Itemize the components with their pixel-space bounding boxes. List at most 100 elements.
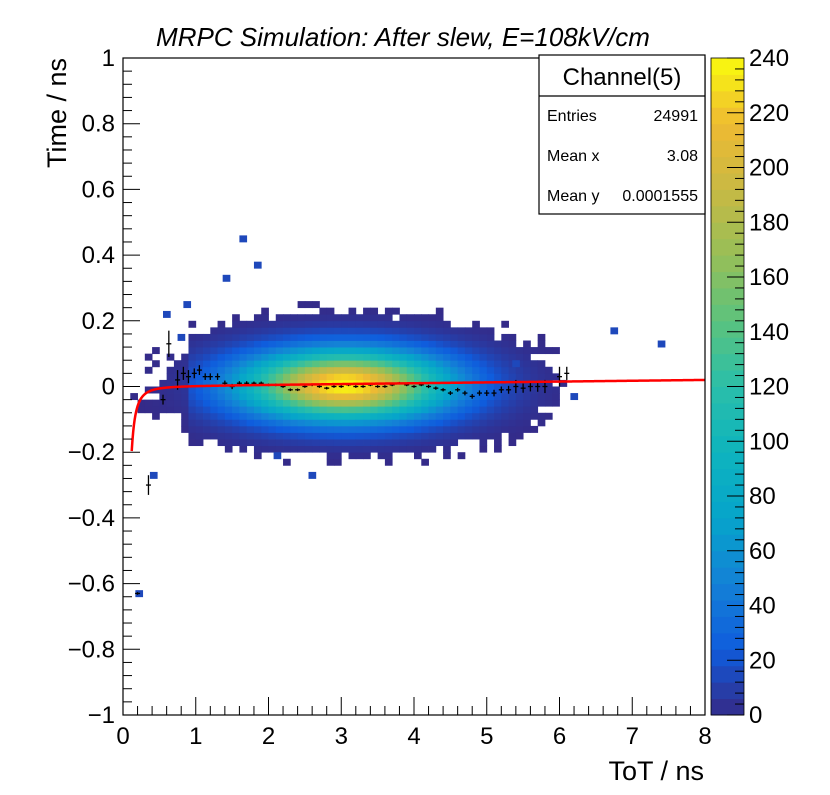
profile-point <box>180 366 186 380</box>
heatmap-cell <box>443 366 451 374</box>
heatmap-cell <box>341 386 349 394</box>
heatmap-cell <box>537 333 546 341</box>
heatmap-cell <box>304 399 313 407</box>
outlier-cell <box>183 301 192 309</box>
heatmap-cell <box>181 419 189 427</box>
palette-tick-label: 0 <box>749 702 762 729</box>
heatmap-cell <box>312 314 320 322</box>
heatmap-cell <box>479 425 488 433</box>
heatmap-cell <box>479 327 488 335</box>
heatmap-cell <box>217 320 226 328</box>
heatmap-cell <box>501 360 509 368</box>
heatmap-cell <box>399 412 408 420</box>
x-tick-label: 7 <box>626 723 639 750</box>
heatmap-cell <box>188 432 197 440</box>
heatmap-cell <box>370 432 379 440</box>
heatmap-cell <box>159 379 168 387</box>
profile-point <box>455 387 461 392</box>
heatmap-cell <box>435 307 444 315</box>
heatmap-cell <box>435 366 444 374</box>
heatmap-cell <box>508 406 517 414</box>
heatmap-cell <box>246 386 255 394</box>
heatmap-cell <box>515 366 524 374</box>
heatmap-cell <box>523 353 531 361</box>
heatmap-cell <box>333 399 342 407</box>
heatmap-cell <box>363 406 371 414</box>
palette-swatch <box>711 337 744 355</box>
heatmap-cell <box>326 333 335 341</box>
heatmap-cell <box>232 419 240 427</box>
profile-point <box>185 370 191 384</box>
heatmap-cell <box>326 353 335 361</box>
heatmap-cell <box>399 373 408 381</box>
heatmap-cell <box>457 360 466 368</box>
heatmap-cell <box>479 353 488 361</box>
heatmap-cell <box>268 425 277 433</box>
heatmap-cell <box>326 373 335 381</box>
palette-swatch <box>711 583 744 601</box>
heatmap-cell <box>224 432 233 440</box>
heatmap-cell <box>304 353 313 361</box>
heatmap-cell <box>486 399 495 407</box>
heatmap-cell <box>479 360 488 368</box>
heatmap-cell <box>435 412 444 420</box>
heatmap-cell <box>275 327 284 335</box>
heatmap-cell <box>486 327 495 335</box>
heatmap-cell <box>290 333 299 341</box>
heatmap-cell <box>421 366 429 374</box>
heatmap-cell <box>399 366 408 374</box>
x-axis: 0 1 2 3 4 5 6 7 8 <box>116 697 712 750</box>
heatmap-cell <box>203 399 211 407</box>
heatmap-cell <box>144 386 153 394</box>
palette-swatch <box>711 222 744 240</box>
heatmap-cell <box>370 360 379 368</box>
heatmap-cell <box>333 432 342 440</box>
heatmap-cell <box>290 327 299 335</box>
heatmap-cell <box>457 406 466 414</box>
heatmap-cell <box>508 439 517 447</box>
heatmap-cell <box>261 373 269 381</box>
y-tick-label: 1 <box>102 45 115 72</box>
heatmap-cell <box>486 425 495 433</box>
heatmap-cell <box>253 393 262 401</box>
heatmap-cell <box>210 386 218 394</box>
y-tick-label: −0.4 <box>68 505 115 532</box>
heatmap-cell <box>530 373 539 381</box>
heatmap-cell <box>472 386 480 394</box>
heatmap-cell <box>224 373 233 381</box>
palette-swatch <box>711 320 744 338</box>
heatmap-cell <box>392 373 400 381</box>
profile-point <box>160 394 166 405</box>
heatmap-cell <box>304 340 313 348</box>
palette-swatch <box>711 550 744 568</box>
heatmap-cell <box>530 412 539 420</box>
heatmap-cell <box>384 347 393 355</box>
heatmap-cell <box>319 314 328 322</box>
heatmap-cell <box>304 386 313 394</box>
heatmap-cell <box>363 452 371 460</box>
profile-point <box>520 383 526 393</box>
heatmap-cell <box>508 353 517 361</box>
palette-swatch <box>711 58 744 75</box>
heatmap-cell <box>232 320 240 328</box>
color-palette-axis: 0 20 40 60 80 100 120 140 160 180 200 220 240 <box>727 45 789 729</box>
heatmap-cell <box>552 393 560 401</box>
heatmap-cell <box>494 439 502 447</box>
palette-swatch <box>711 649 744 667</box>
heatmap-cell <box>275 439 284 447</box>
heatmap-cell <box>414 425 422 433</box>
heatmap-cell <box>312 432 320 440</box>
heatmap-cell <box>152 406 160 414</box>
heatmap-cell <box>494 425 502 433</box>
heatmap-cell <box>261 445 269 453</box>
heatmap-cell <box>224 412 233 420</box>
heatmap-cell <box>501 399 509 407</box>
heatmap-cell <box>464 327 473 335</box>
heatmap-cell <box>472 333 480 341</box>
heatmap-cell <box>319 393 328 401</box>
heatmap-cell <box>384 406 393 414</box>
heatmap-cell <box>166 353 175 361</box>
heatmap-cell <box>210 425 218 433</box>
heatmap-cell <box>530 406 539 414</box>
heatmap-cell <box>443 445 451 453</box>
